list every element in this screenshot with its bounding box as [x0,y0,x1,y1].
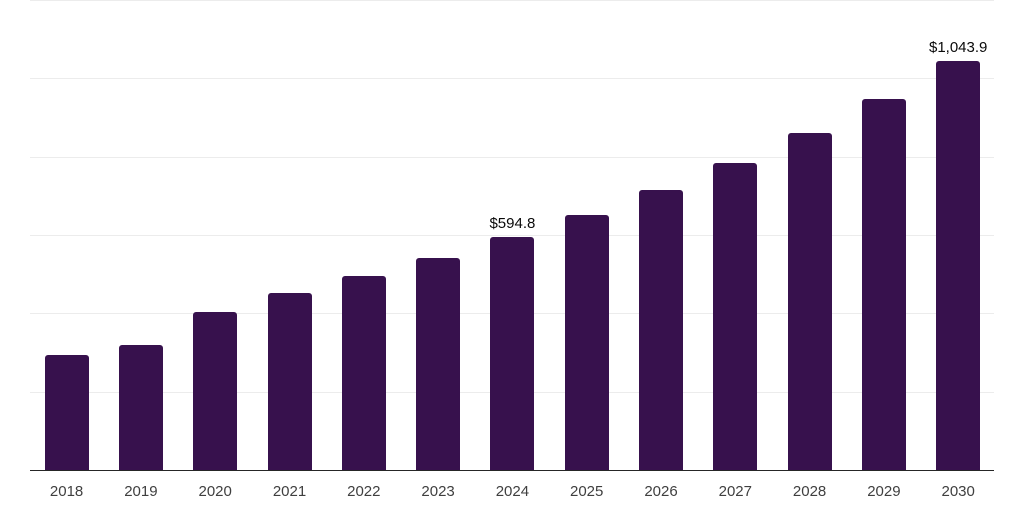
x-tick-label-2023: 2023 [421,483,455,500]
x-tick-label-2027: 2027 [718,483,752,500]
bar-2019 [118,344,163,470]
bar-2029 [861,98,906,470]
x-tick-label-2028: 2028 [792,483,827,500]
x-axis-line [30,470,994,471]
x-tick-label-2029: 2029 [867,483,901,500]
bar-2026 [639,189,683,470]
gridline-800 [30,156,994,158]
bar-2022 [341,275,386,470]
x-tick-label-2021: 2021 [272,483,307,500]
bar-2030 [936,61,981,470]
x-tick-label-2025: 2025 [570,483,604,500]
gridline-1000 [30,78,994,80]
bar-2018 [44,354,89,470]
bar-2023 [416,257,461,470]
x-tick-label-2030: 2030 [941,483,975,500]
bar-value-label-2030: $1,043.9 [928,39,988,57]
bar-2028 [787,132,832,470]
x-tick-label-2026: 2026 [644,483,678,500]
x-tick-label-2024: 2024 [495,483,530,500]
x-tick-label-2018: 2018 [49,483,84,500]
plot-area: $594.8 $1,043.9 [30,0,994,471]
gridline-600 [30,235,994,236]
bar-2027 [713,162,758,470]
bar-value-label-2024: $594.8 [489,215,536,233]
x-tick-label-2019: 2019 [124,483,158,500]
bar-2025 [564,214,609,470]
bar-2024 [490,237,535,470]
gridline-1200 [30,0,994,1]
x-tick-label-2020: 2020 [198,483,232,500]
x-tick-label-2022: 2022 [347,483,381,500]
bar-2021 [267,293,312,470]
bar-2020 [193,312,238,470]
